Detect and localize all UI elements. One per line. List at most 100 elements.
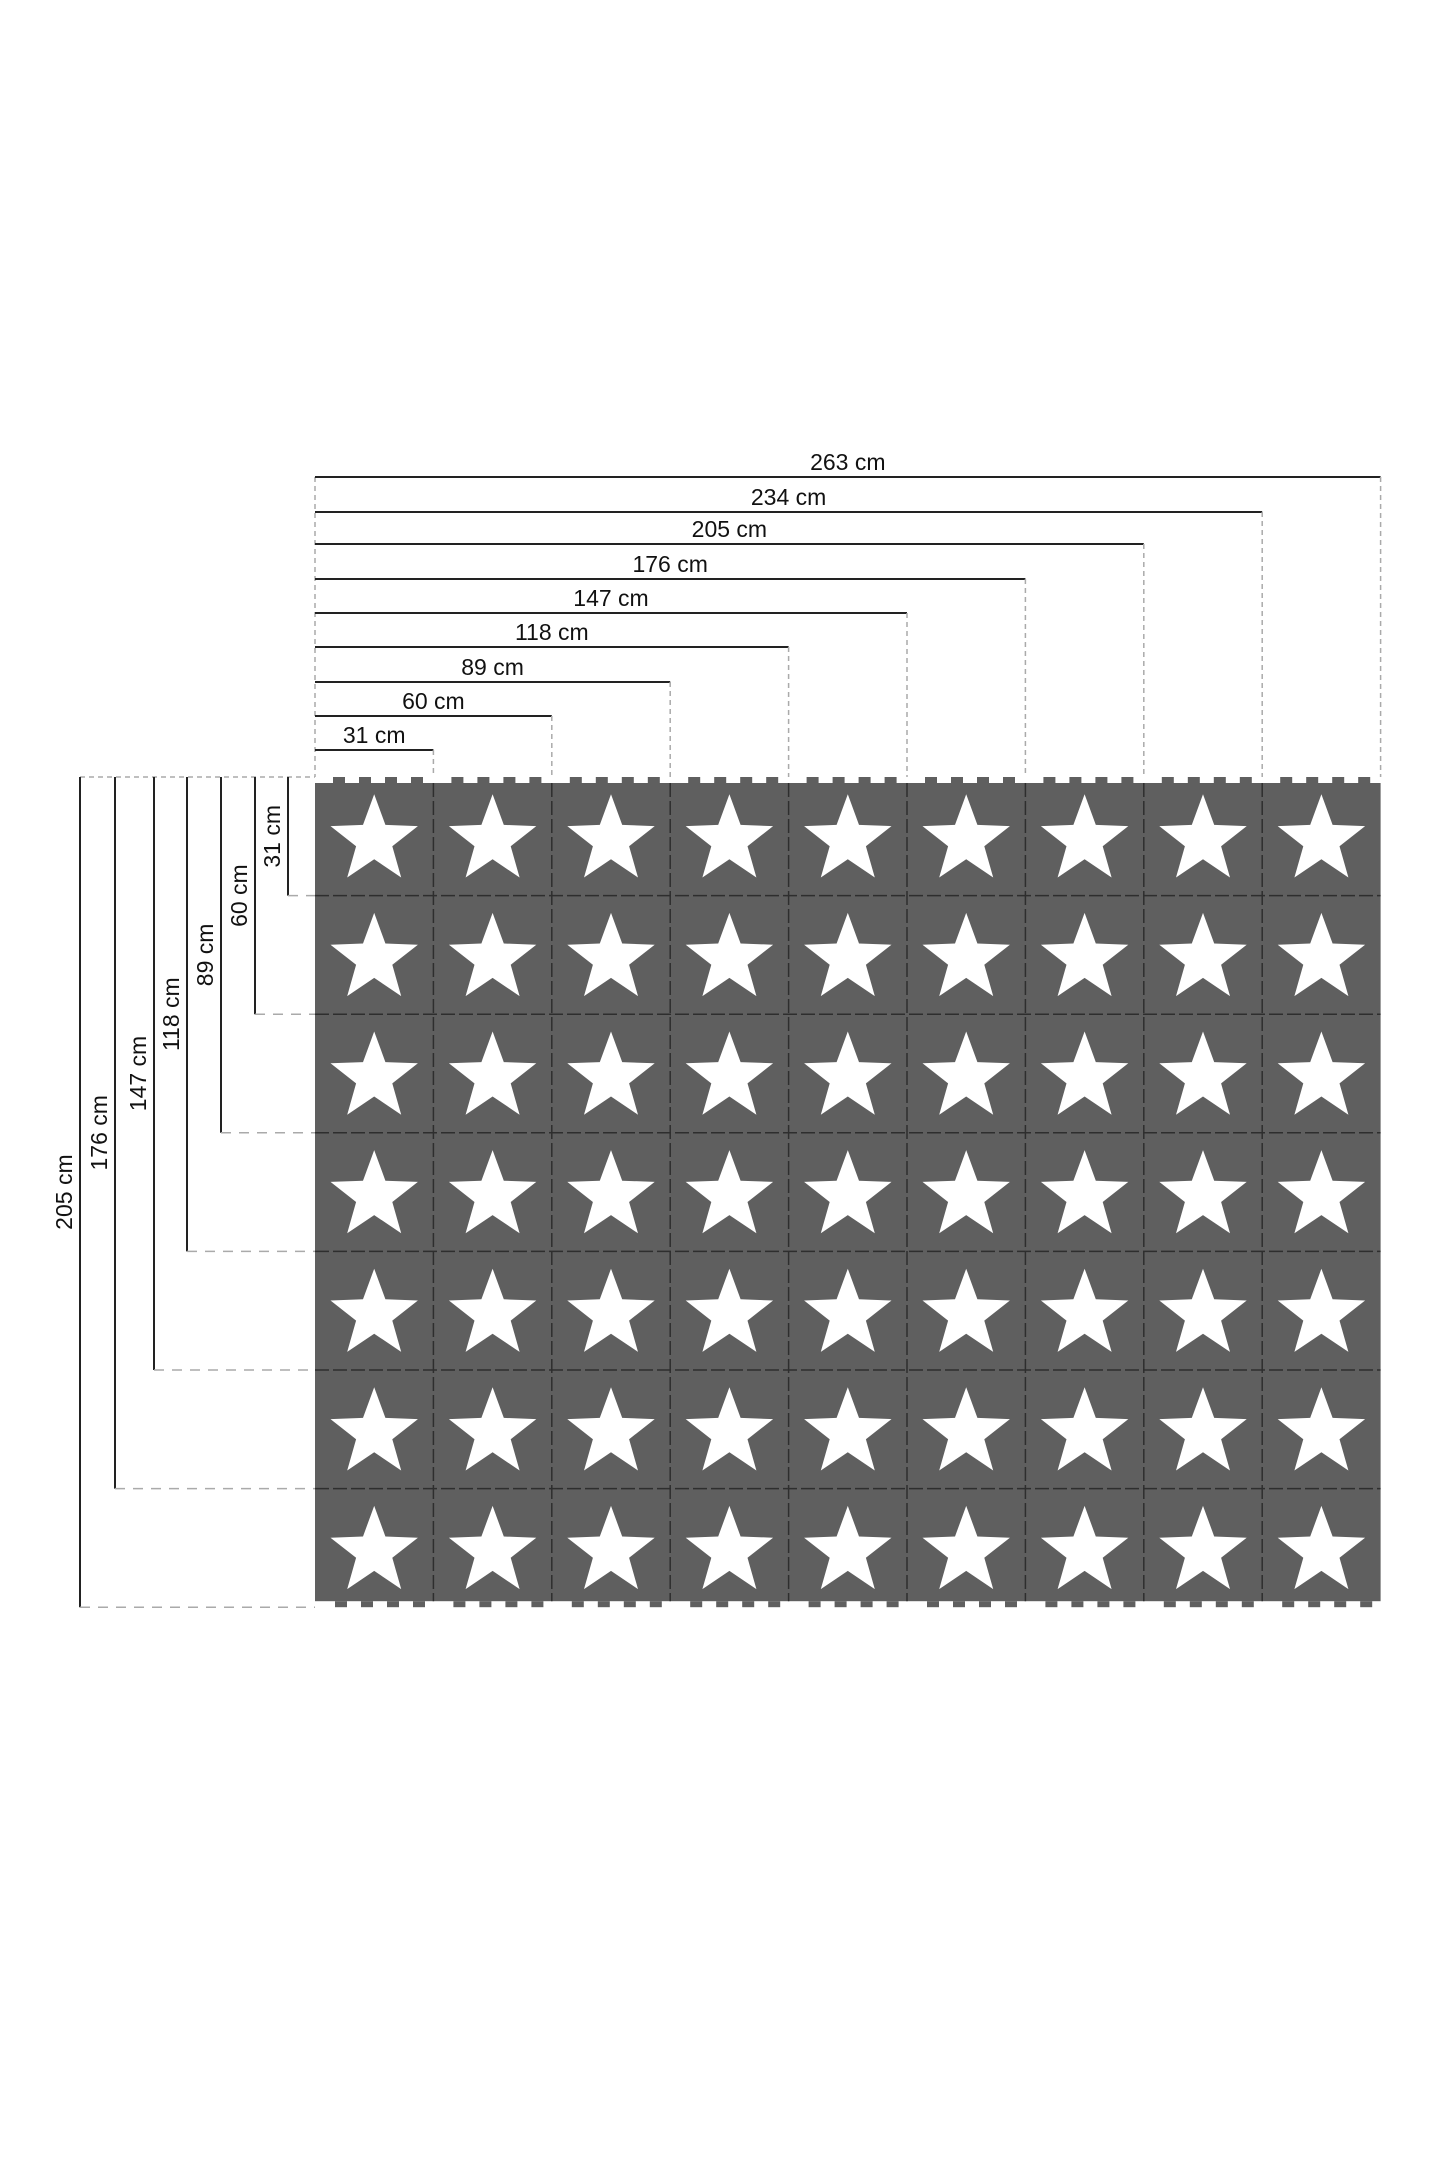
dimension-lines xyxy=(79,476,1382,1608)
star-icon xyxy=(1159,1505,1247,1590)
puzzle-tooth xyxy=(1308,1601,1321,1608)
puzzle-tooth xyxy=(453,1601,466,1608)
width-label: 31 cm xyxy=(343,722,406,748)
star-icon xyxy=(804,1031,892,1115)
star-icon xyxy=(685,1268,774,1352)
star-icon xyxy=(448,1505,537,1590)
star-icon xyxy=(1277,1387,1366,1471)
star-icon xyxy=(685,1031,774,1115)
star-icon xyxy=(922,794,1010,878)
puzzle-tooth xyxy=(714,777,727,784)
puzzle-tooth xyxy=(1045,1601,1058,1608)
star-icon xyxy=(330,1268,418,1352)
star-icon xyxy=(567,1150,655,1234)
star-icon xyxy=(1159,1031,1247,1115)
puzzle-tooth xyxy=(1189,1601,1202,1608)
width-label: 89 cm xyxy=(461,654,524,680)
puzzle-tooth xyxy=(1163,1601,1176,1608)
puzzle-tooth xyxy=(623,1601,636,1608)
dimension-labels: 31 cm 60 cm 89 cm 118 cm 147 cm 176 cm 205 cm 2… xyxy=(51,449,886,1230)
puzzle-tooth xyxy=(716,1601,729,1608)
puzzle-tooth xyxy=(1215,1601,1228,1608)
width-label: 263 cm xyxy=(810,449,885,475)
star-icon xyxy=(567,1505,655,1590)
puzzle-tooth xyxy=(477,777,490,784)
puzzle-tooth xyxy=(1334,1601,1347,1608)
puzzle-tooth xyxy=(953,1601,965,1608)
star-icon xyxy=(685,1505,774,1590)
star-icon xyxy=(922,1505,1010,1590)
star-icon xyxy=(922,912,1010,997)
puzzle-tooth xyxy=(808,1601,821,1608)
puzzle-tooth xyxy=(569,777,582,784)
puzzle-tooth xyxy=(688,777,701,784)
puzzle-tooth xyxy=(1241,1601,1254,1608)
star-icon xyxy=(1159,1387,1247,1471)
star-icon xyxy=(1040,1031,1129,1115)
puzzle-tooth xyxy=(1123,1601,1136,1608)
star-icon xyxy=(448,1387,537,1471)
puzzle-tooth xyxy=(479,1601,492,1608)
star-icon xyxy=(567,912,655,997)
puzzle-tooth xyxy=(503,777,516,784)
height-label: 31 cm xyxy=(259,805,285,868)
puzzle-tooth xyxy=(1280,777,1293,784)
puzzle-tooth xyxy=(977,777,989,784)
puzzle-tooth xyxy=(927,1601,939,1608)
star-icon xyxy=(1040,1387,1129,1471)
puzzle-tooth xyxy=(886,1601,899,1608)
star-icon xyxy=(448,912,537,997)
puzzle-tooth xyxy=(1095,777,1108,784)
star-icon xyxy=(1277,912,1366,997)
puzzle-mat-grid xyxy=(315,777,1381,1608)
star-icon xyxy=(1040,1505,1129,1590)
star-icon xyxy=(567,1387,655,1471)
puzzle-tooth xyxy=(1121,777,1134,784)
star-icon xyxy=(1159,1150,1247,1234)
height-label: 89 cm xyxy=(192,924,218,987)
puzzle-tooth xyxy=(1069,777,1082,784)
star-icon xyxy=(1277,1150,1366,1234)
puzzle-tooth xyxy=(742,1601,755,1608)
puzzle-tooth xyxy=(451,777,464,784)
star-icon xyxy=(1277,1031,1366,1115)
puzzle-tooth xyxy=(834,1601,847,1608)
star-icon xyxy=(804,912,892,997)
puzzle-tooth xyxy=(531,1601,544,1608)
star-icon xyxy=(804,1268,892,1352)
puzzle-tooth xyxy=(951,777,963,784)
height-label: 118 cm xyxy=(158,977,184,1051)
puzzle-tooth xyxy=(1360,1601,1373,1608)
puzzle-tooth xyxy=(979,1601,991,1608)
puzzle-tooth xyxy=(597,1601,610,1608)
star-icon xyxy=(330,794,418,878)
star-icon xyxy=(1040,794,1129,878)
star-icon xyxy=(330,1387,418,1471)
star-icon xyxy=(1040,1268,1129,1352)
puzzle-tooth xyxy=(1003,777,1015,784)
star-icon xyxy=(804,1387,892,1471)
star-icon xyxy=(1159,1268,1247,1352)
star-icon xyxy=(567,794,655,878)
star-icon xyxy=(685,1387,774,1471)
star-icon xyxy=(1277,1268,1366,1352)
star-icon xyxy=(685,1150,774,1234)
height-label: 205 cm xyxy=(51,1154,77,1229)
star-icon xyxy=(804,1150,892,1234)
puzzle-tooth xyxy=(1005,1601,1017,1608)
star-icon xyxy=(804,794,892,878)
puzzle-tooth xyxy=(1187,777,1200,784)
puzzle-tooth xyxy=(1358,777,1371,784)
star-icon xyxy=(922,1268,1010,1352)
star-icon xyxy=(1159,912,1247,997)
puzzle-tooth xyxy=(647,777,660,784)
star-icon xyxy=(448,794,537,878)
star-icon xyxy=(567,1031,655,1115)
puzzle-tooth xyxy=(361,1601,373,1608)
puzzle-tooth xyxy=(1332,777,1345,784)
puzzle-tooth xyxy=(1282,1601,1295,1608)
puzzle-tooth xyxy=(333,777,345,784)
puzzle-tooth xyxy=(413,1601,425,1608)
